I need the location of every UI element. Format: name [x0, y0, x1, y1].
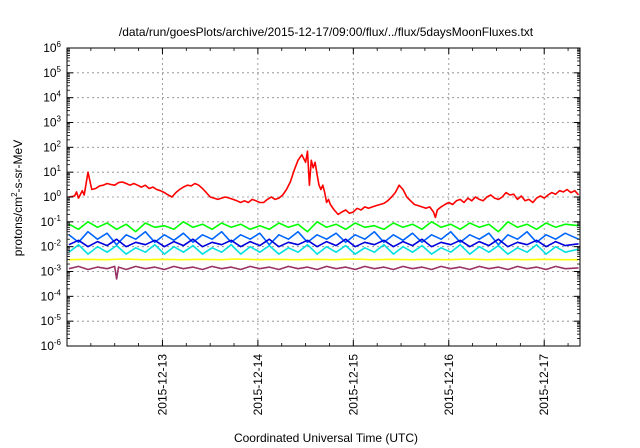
- y-tick-label: 10-4: [41, 288, 62, 303]
- y-tick-label-base: 10: [43, 140, 57, 154]
- y-tick-label: 105: [43, 65, 61, 80]
- y-tick-label: 10-5: [41, 313, 62, 328]
- y-tick-label: 106: [43, 40, 61, 55]
- y-tick-label: 10-6: [41, 338, 62, 353]
- y-axis-label: protons/cm2-s-sr-MeV: [10, 140, 25, 256]
- y-tick-label-exponent: 4: [57, 90, 62, 99]
- x-tick-label: 2015-12-13: [155, 354, 169, 416]
- y-tick-label-exponent: -1: [54, 214, 62, 223]
- y-tick-label: 100: [43, 189, 61, 204]
- y-tick-label-exponent: 3: [57, 115, 62, 124]
- y-tick-label-exponent: -3: [54, 264, 62, 273]
- y-tick-label: 10-2: [41, 239, 62, 254]
- y-axis-label-sup: 2: [10, 192, 19, 197]
- y-tick-label-base: 10: [41, 339, 55, 353]
- y-axis-label-base: protons/cm: [11, 197, 25, 256]
- x-tick-label: 2015-12-17: [537, 354, 551, 416]
- x-tick-label: 2015-12-14: [251, 354, 265, 416]
- x-tick-label: 2015-12-16: [442, 354, 456, 416]
- y-tick-label: 10-1: [41, 214, 62, 229]
- y-tick-label-base: 10: [43, 66, 57, 80]
- y-tick-label-base: 10: [41, 215, 55, 229]
- y-tick-label: 10-3: [41, 264, 62, 279]
- series-line-2: [68, 243, 579, 255]
- svg-text:protons/cm2-s-sr-MeV: protons/cm2-s-sr-MeV: [10, 140, 25, 256]
- chart-title: /data/run/goesPlots/archive/2015-12-17/0…: [119, 25, 534, 39]
- y-tick-label-base: 10: [43, 41, 57, 55]
- y-tick-label-base: 10: [41, 314, 55, 328]
- y-tick-label-exponent: -4: [54, 288, 62, 297]
- y-tick-label-exponent: 1: [57, 164, 62, 173]
- axes: 10-610-510-410-310-210-11001011021031041…: [41, 40, 580, 415]
- y-tick-label: 103: [43, 115, 61, 130]
- series-line-0: [68, 150, 580, 219]
- x-axis-label: Coordinated Universal Time (UTC): [234, 431, 418, 445]
- y-tick-label-base: 10: [43, 116, 57, 130]
- y-tick-label-base: 10: [41, 265, 55, 279]
- y-tick-label: 102: [43, 139, 61, 154]
- y-tick-label-exponent: -2: [54, 239, 62, 248]
- y-tick-label-base: 10: [41, 289, 55, 303]
- y-tick-label-exponent: -6: [54, 338, 62, 347]
- series-line-4: [68, 238, 579, 248]
- y-axis-label-rest: -s-sr-MeV: [11, 140, 25, 193]
- series-layer: [68, 150, 580, 280]
- y-tick-label-base: 10: [43, 91, 57, 105]
- y-tick-label-exponent: 6: [57, 40, 62, 49]
- y-tick-label-exponent: 0: [57, 189, 62, 198]
- y-tick-label: 104: [43, 90, 61, 105]
- y-tick-label-exponent: -5: [54, 313, 62, 322]
- series-line-5: [68, 258, 579, 261]
- y-tick-label-base: 10: [43, 190, 57, 204]
- y-tick-label: 101: [43, 164, 61, 179]
- y-tick-label-exponent: 2: [57, 139, 62, 148]
- y-tick-label-base: 10: [43, 165, 57, 179]
- y-tick-label-exponent: 5: [57, 65, 62, 74]
- y-tick-label-base: 10: [41, 240, 55, 254]
- series-line-6: [68, 265, 579, 280]
- x-tick-label: 2015-12-15: [346, 354, 360, 416]
- series-line-1: [68, 221, 579, 233]
